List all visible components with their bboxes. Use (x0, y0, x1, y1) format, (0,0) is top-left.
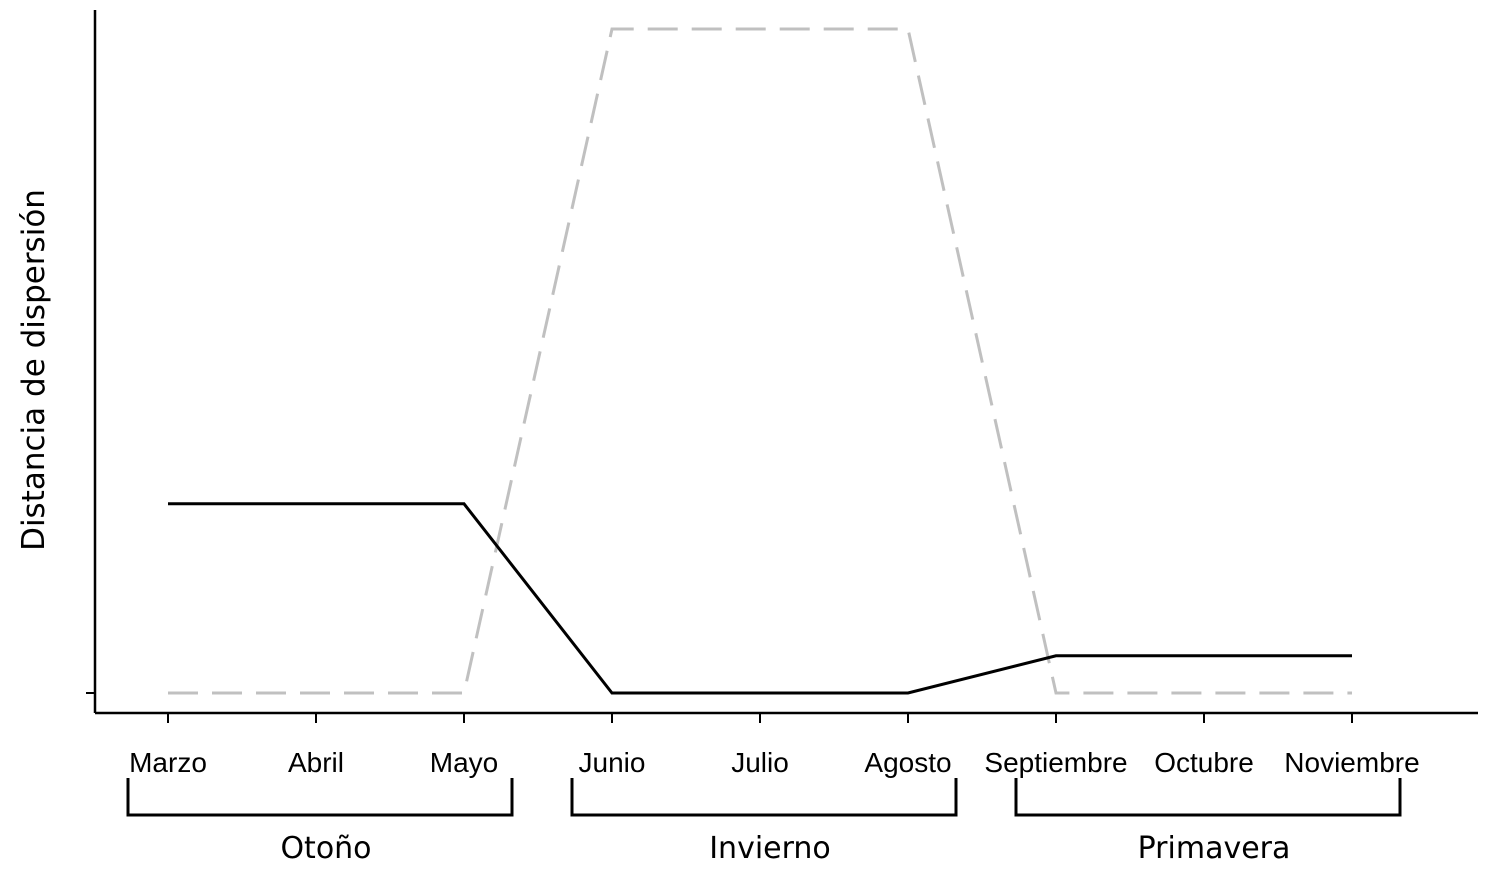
x-tick-label: Julio (731, 747, 789, 778)
y-axis-title: Distancia de dispersión (16, 189, 52, 551)
season-bracket (126, 778, 514, 817)
x-tick-label: Mayo (430, 747, 498, 778)
season-bracket (1014, 778, 1402, 817)
x-tick-label: Septiembre (984, 747, 1127, 778)
series-line-dashed (168, 27, 1352, 695)
axes (86, 10, 1478, 715)
x-ticks: Marzo Abril Mayo Junio Julio Agosto Septiembre… (129, 713, 1420, 778)
x-tick-label: Noviembre (1284, 747, 1419, 778)
x-tick-label: Abril (288, 747, 344, 778)
series (168, 27, 1352, 695)
season-label: Otoño (280, 831, 371, 866)
season-groups: Otoño Invierno Primavera (126, 778, 1402, 866)
series-line-solid (168, 502, 1352, 695)
season-bracket (570, 778, 958, 817)
x-tick-label: Junio (579, 747, 646, 778)
x-tick-label: Agosto (864, 747, 951, 778)
season-label: Invierno (709, 831, 831, 866)
x-tick-label: Marzo (129, 747, 207, 778)
season-label: Primavera (1138, 831, 1291, 866)
x-tick-label: Octubre (1154, 747, 1254, 778)
